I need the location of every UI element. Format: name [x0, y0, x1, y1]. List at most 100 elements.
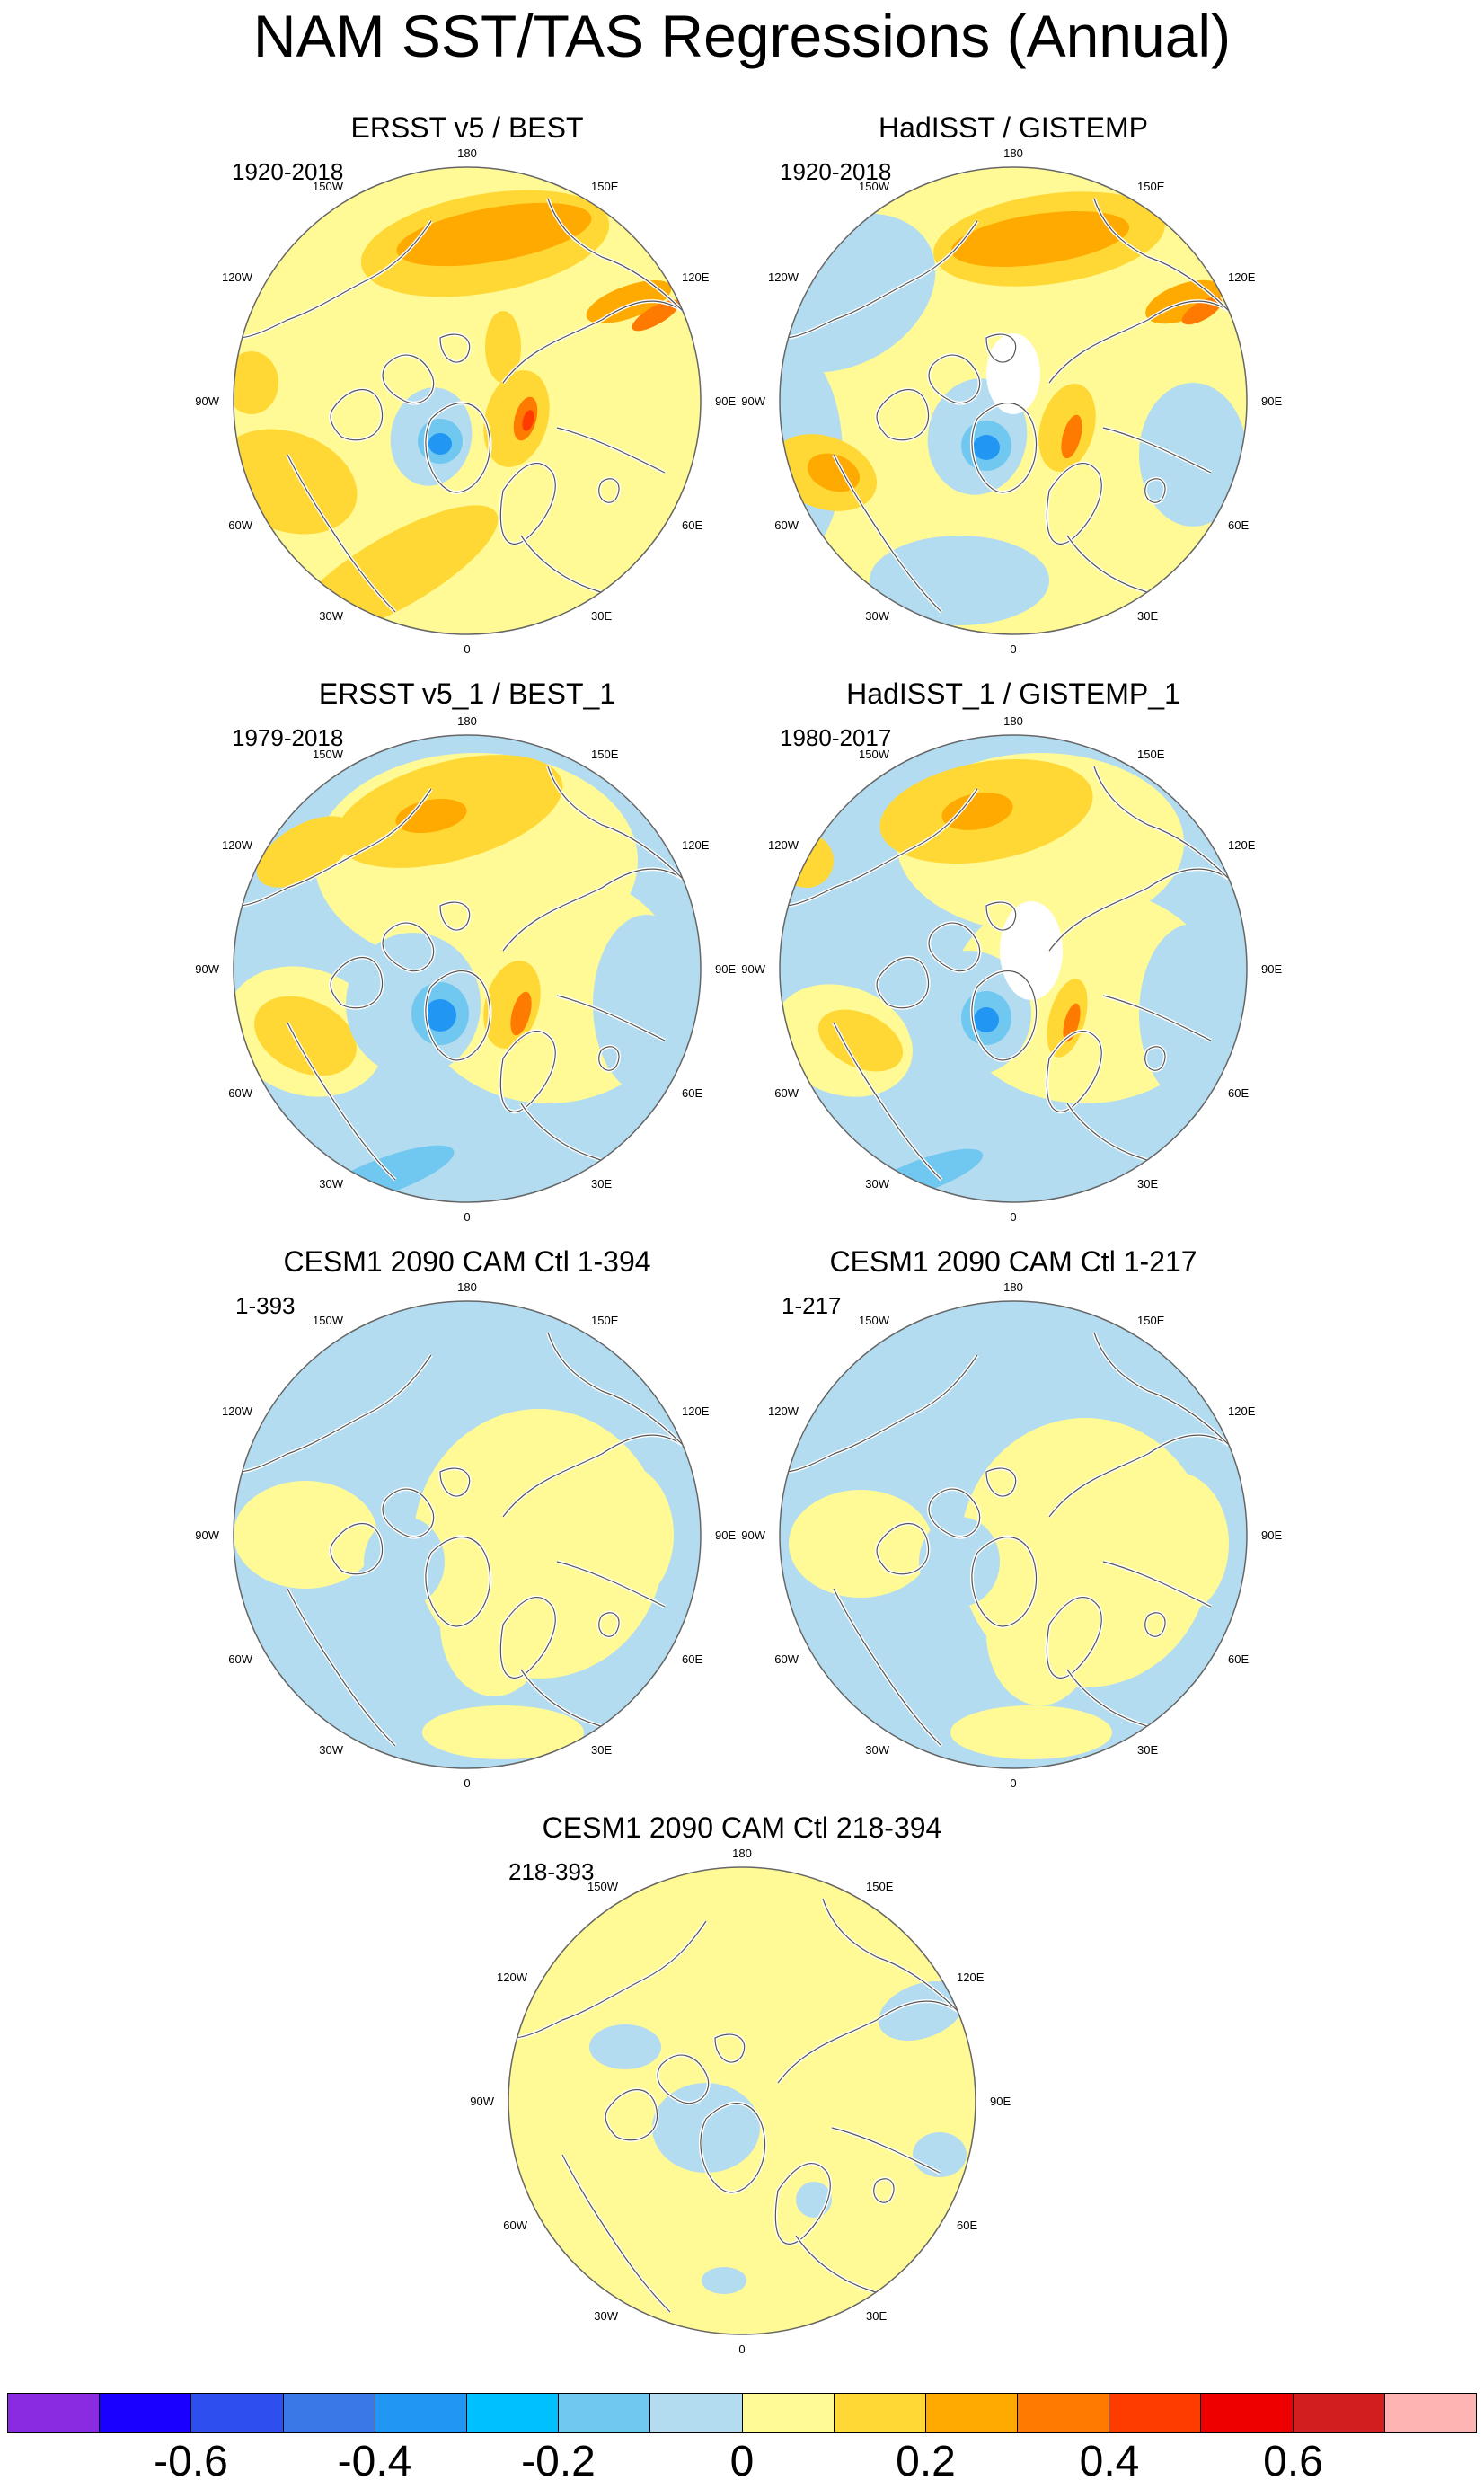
longitude-label: 0	[1010, 642, 1016, 656]
colorbar-box	[1201, 2394, 1294, 2432]
longitude-label: 60E	[1228, 518, 1249, 532]
colorbar-box	[283, 2394, 375, 2432]
colorbar-box	[191, 2394, 284, 2432]
coastline	[971, 970, 1038, 1061]
coastline	[1048, 1434, 1230, 1518]
coastline	[777, 2000, 958, 2084]
coastline	[547, 1332, 684, 1446]
coastlines	[237, 1332, 685, 1752]
map-border	[779, 1300, 1248, 1769]
longitude-label: 90E	[990, 2095, 1011, 2108]
coastlines	[783, 766, 1231, 1186]
anomaly-region	[1061, 414, 1082, 459]
panel-title: HadISST_1 / GISTEMP_1	[846, 678, 1180, 710]
coastline	[425, 1537, 491, 1627]
coastline	[598, 1612, 620, 1637]
panel-title: CESM1 2090 CAM Ctl 218-394	[542, 1811, 942, 1844]
coastline	[876, 956, 930, 1009]
longitude-label: 30E	[1137, 609, 1158, 623]
anomaly-region	[986, 333, 1040, 414]
coastline	[1102, 1561, 1212, 1608]
colorbar-tick-label: 0.2	[896, 2438, 956, 2485]
colorbar-box	[559, 2394, 651, 2432]
coastline	[330, 388, 384, 441]
colorbar	[7, 2393, 1477, 2433]
coastline	[833, 1588, 942, 1747]
panel-period: 1920-2018	[780, 158, 892, 185]
coastline	[382, 1488, 435, 1538]
coastline	[1144, 478, 1166, 503]
longitude-label: 120E	[957, 1971, 985, 1984]
coastline	[1144, 1612, 1166, 1637]
longitude-label: 60W	[774, 518, 799, 532]
coastline	[1046, 463, 1102, 545]
longitude-label: 150W	[313, 748, 344, 761]
anomaly-region	[974, 1007, 999, 1032]
coastline	[833, 454, 942, 613]
coastline	[605, 2088, 658, 2141]
coastline	[547, 766, 684, 880]
anomaly-region	[422, 1705, 584, 1759]
longitude-label: 90E	[1261, 962, 1282, 976]
coastline	[547, 198, 684, 312]
longitude-label: 30E	[591, 1177, 612, 1191]
longitude-label: 90W	[470, 2095, 494, 2108]
anomaly-region	[254, 996, 357, 1076]
longitude-label: 150W	[859, 748, 890, 761]
anomaly-region	[919, 1517, 1000, 1607]
longitude-label: 60E	[957, 2219, 977, 2232]
anomaly-region	[1000, 901, 1063, 1000]
longitude-label: 90W	[741, 962, 765, 976]
colorbar-box	[466, 2394, 560, 2432]
longitude-label: 0	[1010, 1210, 1016, 1224]
coastline	[700, 2103, 766, 2193]
longitude-label: 90W	[195, 394, 219, 408]
coastline	[512, 1920, 707, 2039]
coastline	[1102, 995, 1212, 1041]
polar-map: 180 150E 120E 90E 60E 30E 0 30W 60W 90W 120W 150W	[741, 146, 1282, 656]
longitude-label: 60E	[1228, 1086, 1249, 1100]
longitude-label: 30W	[319, 1743, 343, 1757]
polar-map: 180 150E 120E 90E 60E 30E 0 30W 60W 90W 120W 150W	[741, 1280, 1282, 1790]
anomaly-region	[395, 798, 467, 834]
coastline	[971, 1537, 1038, 1627]
coastline	[1046, 1031, 1102, 1112]
map-field	[234, 167, 701, 634]
anomaly-region	[589, 2024, 661, 2069]
longitude-label: 180	[457, 1280, 477, 1294]
longitude-label: 120W	[768, 270, 799, 284]
anomaly-region	[789, 1490, 932, 1598]
anomaly-region	[941, 793, 1013, 830]
panel-title: CESM1 2090 CAM Ctl 1-394	[283, 1245, 651, 1278]
coastlines	[512, 1898, 959, 2318]
coastline	[985, 901, 1017, 931]
map-field	[508, 1867, 976, 2334]
longitude-label: 30E	[866, 2309, 887, 2323]
colorbar-tick-label: 0.4	[1079, 2438, 1140, 2485]
anomaly-region	[396, 202, 592, 267]
longitude-label: 150W	[313, 1314, 344, 1327]
colorbar-box	[1384, 2394, 1476, 2432]
longitude-label: 90E	[715, 962, 736, 976]
anomaly-region	[950, 1705, 1112, 1759]
map-border	[779, 166, 1248, 635]
coastline	[502, 868, 684, 952]
longitude-label: 30E	[1137, 1743, 1158, 1757]
anomaly-region	[510, 991, 532, 1036]
colorbar-box	[375, 2394, 467, 2432]
panel-period: 1980-2017	[780, 724, 892, 751]
coastline	[833, 1022, 942, 1181]
anomaly-region	[485, 311, 521, 383]
anomaly-region	[817, 1009, 904, 1072]
coastline	[439, 333, 471, 363]
coastline	[382, 922, 435, 972]
coastline	[774, 2163, 831, 2245]
longitude-label: 180	[1003, 714, 1023, 728]
anomaly-region	[973, 435, 1000, 460]
longitude-label: 30E	[1137, 1177, 1158, 1191]
coastline	[439, 901, 471, 931]
longitude-label: 120W	[222, 270, 253, 284]
longitude-label: 0	[464, 1776, 470, 1790]
coastline	[556, 995, 666, 1041]
longitude-label: 120W	[768, 1404, 799, 1418]
